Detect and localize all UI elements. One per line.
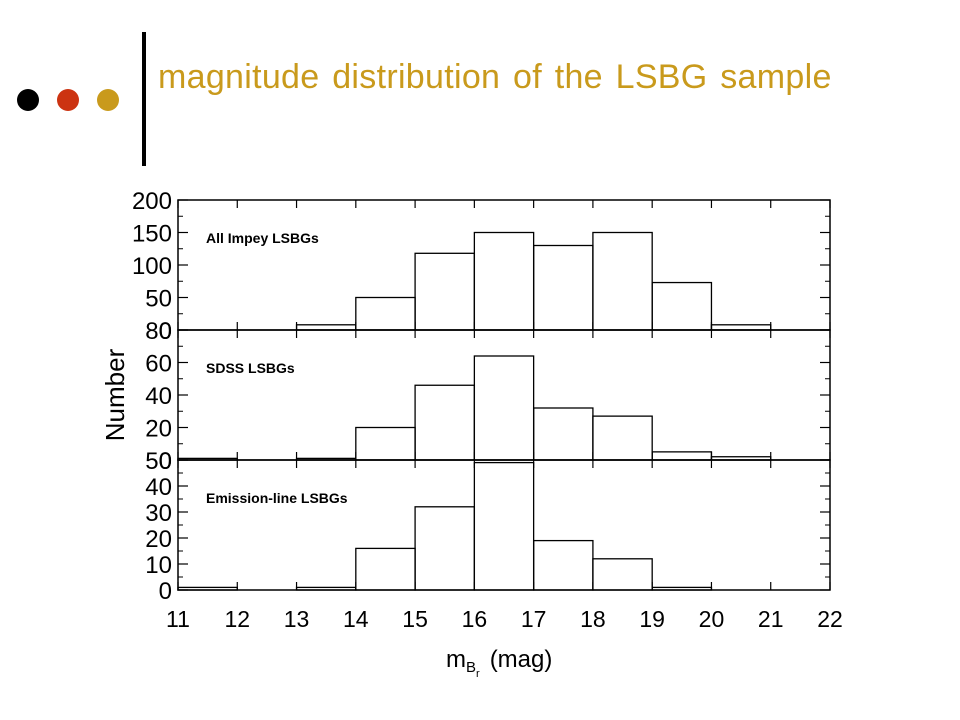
panel-2: 0 20 40 60 80 SDSS LSBGs: [145, 318, 831, 475]
histogram-bar: [592, 415, 653, 461]
histogram-bar: [532, 244, 594, 331]
y-tick-label: 60: [145, 351, 172, 378]
y-tick-label: 0: [159, 578, 172, 605]
y-tick-label: 50: [145, 286, 172, 313]
x-tick-label: 16: [462, 606, 488, 632]
y-tick-label: 50: [145, 448, 172, 475]
x-tick-label: 14: [343, 606, 369, 632]
panel-label: SDSS LSBGs: [206, 360, 295, 376]
histogram-bar: [355, 547, 416, 591]
y-tick-label: 200: [132, 188, 172, 215]
y-tick-label: 40: [145, 383, 172, 410]
histogram-bar: [473, 231, 535, 331]
histogram-bar: [532, 539, 594, 591]
x-tick-label: 12: [224, 606, 250, 632]
panel-frame: [177, 199, 831, 331]
panel-frame: [177, 329, 831, 461]
histogram-bar: [414, 506, 476, 591]
histogram-bar: [651, 451, 713, 461]
histogram-bar: [355, 296, 416, 331]
histogram-bar: [473, 461, 535, 591]
x-tick-label: 17: [521, 606, 547, 632]
histogram-bar: [651, 281, 713, 331]
x-axis-label: mBr(mag): [446, 646, 552, 680]
histogram-bar: [592, 558, 653, 591]
histogram-bar: [295, 324, 357, 331]
y-tick-label: 30: [145, 500, 172, 527]
gold-bullet-dot: [97, 89, 119, 111]
histogram-bar: [651, 586, 713, 591]
histogram-bar: [414, 384, 476, 461]
x-tick-label: 19: [639, 606, 665, 632]
histogram-bar: [355, 426, 416, 461]
panel-1: 0 50 100 150 200 All Impey LSBGs: [132, 188, 831, 345]
y-axis-label: Number: [100, 348, 130, 441]
histogram-bar: [295, 586, 357, 591]
red-bullet-dot: [57, 89, 79, 111]
x-tick-label: 15: [402, 606, 428, 632]
x-tick-label: 13: [284, 606, 310, 632]
y-tick-label: 20: [145, 416, 172, 443]
panel-frame: [177, 459, 831, 591]
x-tick-label: 22: [817, 606, 843, 632]
y-tick-label: 20: [145, 526, 172, 553]
x-tick-label: 20: [699, 606, 725, 632]
title-divider: [142, 32, 146, 166]
black-bullet-dot: [17, 89, 39, 111]
panel-label: All Impey LSBGs: [206, 230, 319, 246]
histogram-bar: [414, 252, 476, 331]
y-tick-label: 150: [132, 221, 172, 248]
histogram-bar: [473, 355, 535, 461]
panel-label: Emission-line LSBGs: [206, 490, 348, 506]
histogram-bar: [532, 407, 594, 461]
x-tick-label: 21: [758, 606, 784, 632]
y-tick-label: 40: [145, 474, 172, 501]
y-tick-label: 0: [159, 448, 172, 475]
x-tick-label: 11: [166, 606, 190, 632]
histogram-bar: [710, 324, 772, 331]
y-tick-label: 10: [145, 552, 172, 579]
y-tick-label: 80: [145, 318, 172, 345]
y-tick-label: 100: [132, 253, 172, 280]
histogram-bar: [592, 231, 653, 331]
x-tick-label: 18: [580, 606, 606, 632]
slide-title: magnitude distribution of the LSBG sampl…: [158, 58, 832, 96]
y-tick-label: 0: [159, 318, 172, 345]
